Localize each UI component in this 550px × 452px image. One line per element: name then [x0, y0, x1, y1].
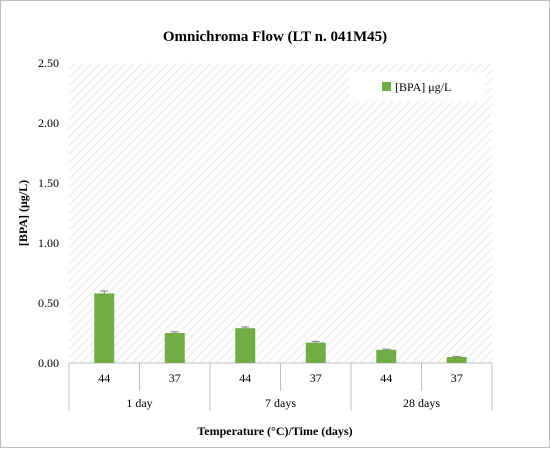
bar: [446, 357, 467, 363]
bar: [235, 328, 256, 363]
bar: [164, 333, 185, 363]
x-tick-label: 44: [98, 371, 110, 385]
y-tick-label: 2.50: [38, 56, 59, 70]
bars: [94, 293, 467, 363]
y-axis-label: [BPA] (μg/L): [16, 180, 30, 246]
x-tick-label: 44: [380, 371, 392, 385]
x-axis: 44 37 44 37 44 37 1 day 7 days 28 days: [68, 362, 493, 411]
y-axis-ticks: 0.00 0.50 1.00 1.50 2.00 2.50: [38, 56, 59, 370]
chart-title: Omnichroma Flow (LT n. 041M45): [163, 29, 387, 45]
legend-swatch: [382, 82, 391, 91]
y-tick-label: 1.00: [38, 236, 59, 250]
legend-box: [349, 73, 485, 102]
bar: [94, 293, 115, 363]
x-tick-label: 37: [310, 371, 322, 385]
x-group-label: 28 days: [403, 396, 440, 410]
legend-label: [BPA] μg/L: [395, 80, 451, 94]
x-tick-label: 37: [451, 371, 463, 385]
y-tick-label: 2.00: [38, 116, 59, 130]
x-tick-label: 44: [239, 371, 251, 385]
bar: [305, 342, 326, 363]
x-group-label: 7 days: [265, 396, 296, 410]
y-tick-label: 0.50: [38, 296, 59, 310]
bar: [376, 349, 397, 363]
y-tick-label: 1.50: [38, 176, 59, 190]
plot-area: [69, 63, 492, 363]
legend: [BPA] μg/L: [349, 73, 485, 102]
x-group-label: 1 day: [126, 396, 152, 410]
error-bars: [100, 290, 461, 358]
x-axis-label: Temperature (°C)/Time (days): [197, 424, 352, 438]
y-tick-label: 0.00: [38, 356, 59, 370]
x-tick-label: 37: [169, 371, 181, 385]
